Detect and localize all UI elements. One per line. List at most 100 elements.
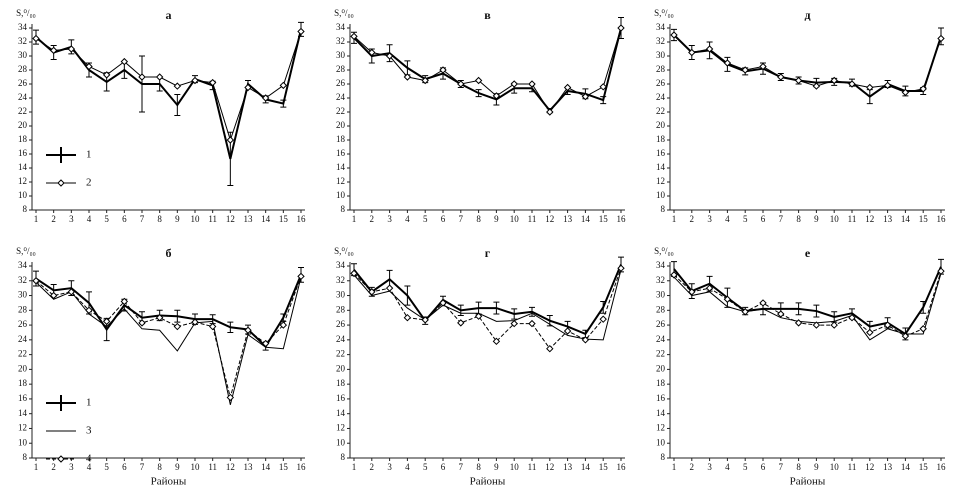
marker [173, 82, 182, 90]
y-tick-label: 20 [18, 363, 28, 373]
x-tick-label: 15 [599, 462, 609, 472]
series-line [353, 269, 622, 341]
y-tick-label: 18 [336, 134, 346, 144]
marker [883, 321, 892, 329]
x-tick-label: 7 [459, 214, 464, 224]
marker [368, 48, 376, 57]
x-tick-label: 5 [743, 214, 748, 224]
y-tick-label: 34 [336, 260, 346, 270]
error-bar [404, 285, 411, 306]
y-tick-label: 22 [656, 349, 665, 359]
marker [723, 295, 732, 303]
y-tick-label: 18 [656, 378, 666, 388]
marker [581, 92, 590, 101]
y-tick-label: 12 [656, 423, 665, 433]
y-tick-label: 12 [336, 423, 345, 433]
marker [350, 32, 358, 41]
chart-title: г [485, 246, 491, 260]
y-tick-label: 22 [656, 106, 665, 116]
legend-label: 3 [86, 425, 92, 437]
y-tick-label: 28 [656, 64, 666, 74]
x-tick-label: 16 [937, 462, 947, 472]
y-axis-label: S,⁰/₀₀ [654, 8, 674, 18]
error-bar [404, 60, 411, 76]
marker [723, 59, 732, 67]
x-tick-label: 6 [761, 214, 766, 224]
x-tick-label: 11 [528, 214, 537, 224]
x-tick-label: 4 [87, 462, 92, 472]
error-bar [139, 55, 145, 113]
error-bar [280, 99, 287, 108]
x-tick-label: 13 [563, 462, 573, 472]
series-line [35, 31, 302, 142]
x-tick-label: 12 [226, 214, 235, 224]
x-tick-label: 1 [672, 462, 677, 472]
y-tick-label: 16 [656, 393, 666, 403]
marker [830, 76, 838, 85]
marker [49, 291, 58, 300]
marker [85, 62, 93, 71]
x-tick-label: 11 [848, 462, 857, 472]
marker [510, 80, 518, 88]
marker [670, 31, 678, 39]
marker [617, 24, 625, 32]
y-tick-label: 20 [656, 363, 666, 373]
x-tick-label: 3 [387, 214, 392, 224]
marker [368, 288, 376, 296]
error-bar [511, 308, 518, 320]
y-tick-label: 24 [336, 334, 346, 344]
y-tick-label: 30 [656, 290, 666, 300]
y-tick-label: 16 [336, 393, 346, 403]
series-line [353, 264, 622, 336]
x-tick-label: 2 [51, 462, 56, 472]
marker [439, 66, 447, 74]
x-tick-label: 6 [441, 462, 446, 472]
y-tick-label: 10 [656, 190, 666, 200]
y-axis-label: S,⁰/₀₀ [334, 8, 354, 18]
y-tick-label: 26 [656, 78, 666, 88]
y-tick-label: 14 [656, 162, 666, 172]
marker [191, 318, 199, 326]
marker [102, 71, 111, 79]
y-tick-label: 12 [18, 423, 27, 433]
marker [67, 288, 76, 296]
marker [403, 73, 412, 81]
y-tick-label: 14 [18, 162, 28, 172]
x-tick-label: 8 [796, 214, 801, 224]
marker [830, 321, 838, 329]
marker [581, 336, 590, 344]
chart-title: д [804, 8, 810, 22]
marker [85, 306, 93, 315]
x-tick-label: 11 [848, 214, 857, 224]
marker [439, 299, 447, 307]
y-tick-label: 22 [336, 106, 345, 116]
y-tick-label: 20 [336, 363, 346, 373]
chart-title: е [805, 246, 811, 260]
error-bar [600, 96, 607, 105]
series-line [673, 266, 942, 336]
legend-label: 1 [86, 397, 92, 409]
marker [546, 108, 554, 116]
y-tick-label: 22 [18, 349, 27, 359]
legend-label: 1 [86, 149, 92, 161]
marker [155, 313, 164, 322]
x-tick-label: 7 [459, 462, 464, 472]
marker [474, 312, 483, 320]
y-tick-label: 28 [336, 304, 346, 314]
marker [279, 321, 288, 329]
y-axis-label: S,⁰/₀₀ [16, 8, 36, 18]
marker [794, 76, 803, 85]
marker [226, 136, 235, 144]
marker [279, 81, 288, 90]
error-bar [529, 306, 535, 317]
x-tick-label: 12 [226, 462, 235, 472]
x-tick-label: 14 [581, 214, 591, 224]
series-line [673, 34, 942, 98]
x-tick-label: 10 [830, 214, 840, 224]
x-tick-label: 1 [352, 462, 357, 472]
marker [759, 299, 767, 307]
y-tick-label: 18 [656, 134, 666, 144]
x-tick-label: 8 [476, 462, 481, 472]
marker [848, 80, 856, 88]
